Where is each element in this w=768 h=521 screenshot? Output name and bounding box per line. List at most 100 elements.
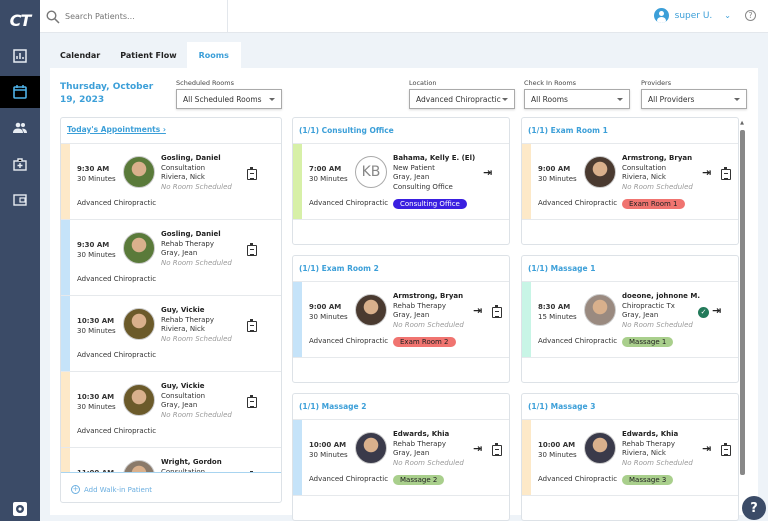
- clipboard-icon[interactable]: [247, 395, 257, 408]
- patient-name[interactable]: doeone, johnone M.: [622, 292, 700, 300]
- patient-info: Gosling, Daniel Consultation Riviera, Nick…: [161, 154, 232, 192]
- appointment-list[interactable]: 9:30 AM 30 Minutes Gosling, Daniel Consulta…: [61, 143, 281, 473]
- sidebar-item-billing[interactable]: [0, 184, 40, 216]
- search-input[interactable]: [65, 12, 215, 21]
- filter-select[interactable]: All Rooms: [524, 89, 630, 109]
- gear-icon[interactable]: [12, 501, 28, 517]
- room-appointment[interactable]: 10:00 AM 30 Minutes Edwards, Khia Rehab The…: [522, 420, 738, 496]
- appointment-time: 10:00 AM 30 Minutes: [538, 440, 577, 460]
- clipboard-icon[interactable]: [247, 243, 257, 256]
- appointment-time: 7:00 AM 30 Minutes: [309, 164, 348, 184]
- chevron-down-icon: ⌄: [724, 11, 731, 20]
- patient-name[interactable]: Gosling, Daniel: [161, 230, 221, 238]
- patient-info: Guy, Vickie Rehab Therapy Riviera, Nick No …: [161, 306, 232, 344]
- list-item[interactable]: 10:30 AM 30 Minutes Guy, Vickie Consultatio…: [61, 371, 281, 447]
- sidebar-item-medical[interactable]: [0, 148, 40, 180]
- sidebar-item-patients[interactable]: [0, 112, 40, 144]
- room-appointment[interactable]: 7:00 AM 30 Minutes KB Bahama, Kelly E. (El)…: [293, 144, 509, 220]
- check-in-icon[interactable]: ⇥: [712, 304, 722, 317]
- patient-photo: [123, 232, 155, 264]
- room-title[interactable]: (1/1) Exam Room 1: [522, 118, 738, 144]
- appointment-type: New Patient: [393, 163, 435, 172]
- check-in-icon[interactable]: ⇥: [473, 304, 483, 317]
- patient-name[interactable]: Guy, Vickie: [161, 306, 205, 314]
- filter-label: Check In Rooms: [524, 79, 577, 87]
- time: 7:00 AM: [309, 165, 342, 173]
- room-title[interactable]: (1/1) Massage 1: [522, 256, 738, 282]
- tab-rooms[interactable]: Rooms: [186, 42, 241, 68]
- location-name: Advanced Chiropractic: [77, 351, 157, 359]
- filter-value: All Rooms: [531, 94, 568, 104]
- user-avatar-icon: [653, 8, 669, 23]
- location-name: Advanced Chiropractic: [538, 475, 618, 483]
- room-title[interactable]: (1/1) Massage 3: [522, 394, 738, 420]
- room-card: (1/1) Exam Room 1 9:00 AM 30 Minutes Armstr…: [521, 117, 739, 245]
- scrollbar-thumb[interactable]: [740, 130, 745, 475]
- filter-select[interactable]: Advanced Chiropractic: [409, 89, 515, 109]
- list-item[interactable]: 10:30 AM 30 Minutes Guy, Vickie Rehab Thera…: [61, 295, 281, 371]
- patient-name[interactable]: Wright, Gordon: [161, 458, 222, 466]
- appointment-type: Consultation: [161, 467, 206, 473]
- sidebar-item-reports[interactable]: [0, 40, 40, 72]
- filter-label: Location: [409, 79, 437, 87]
- clipboard-icon[interactable]: [247, 167, 257, 180]
- patient-name[interactable]: Edwards, Khia: [393, 430, 450, 438]
- filter-select[interactable]: All Scheduled Rooms: [176, 89, 282, 109]
- appointment-time: 10:30 AM 30 Minutes: [77, 392, 116, 412]
- patient-name[interactable]: Bahama, Kelly E. (El): [393, 154, 476, 162]
- room-appointment[interactable]: 9:00 AM 30 Minutes Armstrong, Bryan Rehab T…: [293, 282, 509, 358]
- add-walkin-button[interactable]: + Add Walk-in Patient: [71, 485, 152, 494]
- check-in-icon[interactable]: ⇥: [473, 442, 483, 455]
- patient-name[interactable]: Edwards, Khia: [622, 430, 679, 438]
- status-color-bar: [61, 144, 70, 219]
- room-title[interactable]: (1/1) Exam Room 2: [293, 256, 509, 282]
- search-box[interactable]: [46, 0, 228, 33]
- clipboard-icon[interactable]: [721, 443, 731, 456]
- location-name: Advanced Chiropractic: [538, 337, 618, 345]
- tab-patient-flow[interactable]: Patient Flow: [120, 50, 177, 60]
- duration: 30 Minutes: [309, 313, 348, 321]
- room-appointment[interactable]: 8:30 AM 15 Minutes doeone, johnone M. Chiro…: [522, 282, 738, 358]
- patient-name[interactable]: Armstrong, Bryan: [622, 154, 693, 162]
- status-color-bar: [61, 448, 70, 472]
- list-item[interactable]: 9:30 AM 30 Minutes Gosling, Daniel Consulta…: [61, 143, 281, 219]
- todays-appointments-link[interactable]: Today's Appointments ›: [67, 124, 166, 134]
- caret-down-icon: [269, 97, 275, 101]
- sidebar: CT: [0, 0, 40, 521]
- check-in-icon[interactable]: ⇥: [483, 166, 493, 179]
- room-status: No Room Scheduled: [161, 258, 232, 267]
- app-logo[interactable]: CT: [9, 10, 32, 30]
- clipboard-icon[interactable]: [247, 319, 257, 332]
- filter-select[interactable]: All Providers: [641, 89, 747, 109]
- room-title[interactable]: (1/1) Consulting Office: [293, 118, 509, 144]
- duration: 30 Minutes: [538, 451, 577, 459]
- patient-name[interactable]: Guy, Vickie: [161, 382, 205, 390]
- patient-info: Gosling, Daniel Rehab Therapy Gray, Jean No…: [161, 230, 232, 268]
- list-item[interactable]: 9:30 AM 30 Minutes Gosling, Daniel Rehab Th…: [61, 219, 281, 295]
- check-in-icon[interactable]: ⇥: [702, 442, 712, 455]
- room-badge: Exam Room 2: [393, 337, 456, 347]
- room-appointment[interactable]: 10:00 AM 30 Minutes Edwards, Khia Rehab The…: [293, 420, 509, 496]
- tab-calendar[interactable]: Calendar: [60, 50, 101, 60]
- patient-name[interactable]: Armstrong, Bryan: [393, 292, 464, 300]
- scrollbar[interactable]: ▲: [738, 120, 746, 500]
- check-in-icon[interactable]: ⇥: [702, 166, 712, 179]
- sidebar-item-calendar[interactable]: [0, 76, 40, 108]
- room-title[interactable]: (1/1) Massage 2: [293, 394, 509, 420]
- appointment-time: 9:30 AM 30 Minutes: [77, 164, 116, 184]
- help-icon[interactable]: ?: [745, 10, 756, 21]
- clipboard-icon[interactable]: [492, 443, 502, 456]
- patient-name[interactable]: Gosling, Daniel: [161, 154, 221, 162]
- user-menu[interactable]: super U. ⌄ ?: [653, 8, 756, 23]
- room-appointment[interactable]: 9:00 AM 30 Minutes Armstrong, Bryan Consult…: [522, 144, 738, 220]
- search-icon: [46, 9, 60, 24]
- provider-name: Riviera, Nick: [161, 325, 205, 333]
- clipboard-icon[interactable]: [721, 167, 731, 180]
- clipboard-icon[interactable]: [492, 305, 502, 318]
- help-button[interactable]: ?: [742, 496, 766, 520]
- location-name: Advanced Chiropractic: [77, 427, 157, 435]
- scroll-up-icon[interactable]: ▲: [740, 120, 744, 126]
- time: 9:30 AM: [77, 241, 110, 249]
